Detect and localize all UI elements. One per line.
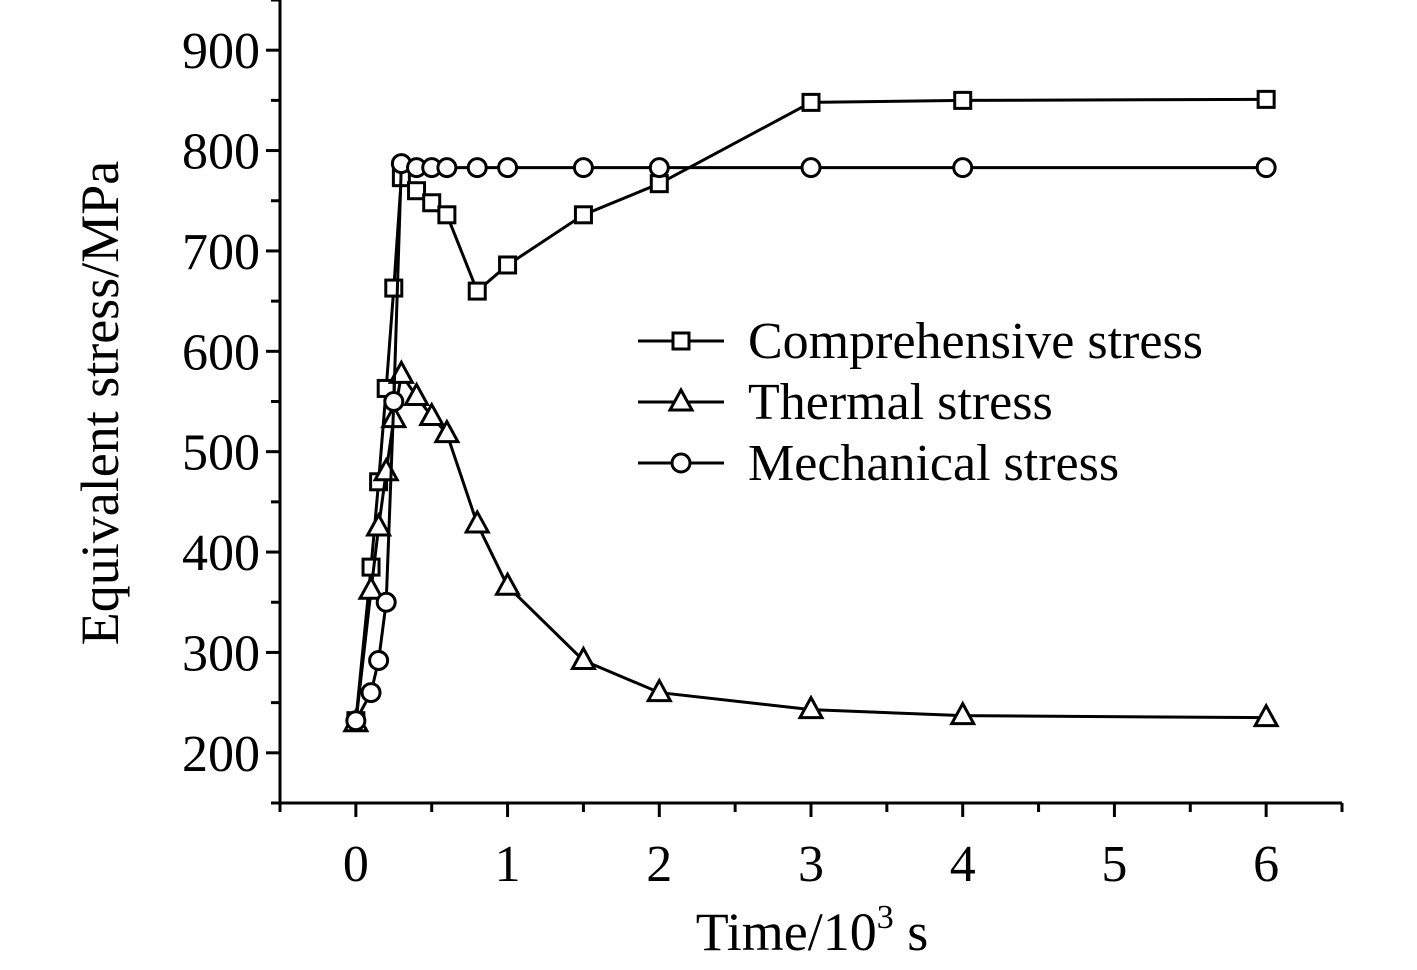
y-tick-label: 800 [182,124,260,181]
y-tick-label: 700 [182,224,260,281]
data-point-triangle [433,418,461,444]
x-tick-label: 2 [646,836,672,893]
data-point-triangle [463,508,491,534]
data-point-square [467,281,487,301]
data-point-circle [497,157,519,179]
data-point-triangle [357,575,385,600]
series-circle [345,153,1277,732]
data-point-square [498,255,518,275]
data-point-circle [368,649,390,671]
y-tick-label: 900 [182,23,260,80]
y-tick-label: 300 [182,625,260,682]
legend-item: Mechanical stress [638,435,1119,492]
x-tick-label: 0 [343,836,369,893]
data-point-circle [466,157,488,179]
x-tick-label: 6 [1253,836,1279,893]
data-point-triangle [1252,702,1280,728]
x-tick-label: 5 [1101,836,1127,893]
data-point-circle [360,682,382,704]
data-point-square [437,205,457,225]
x-axis-title-superscript: 3 [877,899,894,936]
data-point-square [384,278,404,298]
data-point-circle [436,157,458,179]
data-point-triangle [645,677,673,703]
y-tick-label: 500 [182,425,260,482]
x-tick-label: 1 [495,836,521,893]
data-point-square [361,557,381,577]
data-point-circle [648,157,670,179]
legend-marker-circle [670,452,692,474]
x-tick-label: 3 [798,836,824,893]
data-point-triangle [569,645,597,670]
series-layer [342,89,1280,733]
legend-marker-triangle [667,386,695,412]
axes: 0 1 2 3 4 5 6 200 300 400 500 600 700 800 900 [182,0,1344,893]
data-point-square [1256,89,1276,109]
data-point-square [801,92,821,112]
data-point-circle [1255,157,1277,179]
y-tick-label: 600 [182,324,260,381]
data-point-circle [383,391,405,412]
data-point-triangle [403,381,431,406]
data-point-square [407,181,427,201]
data-point-triangle [365,511,393,537]
x-axis-title-main: Time/10 [696,902,877,962]
data-point-circle [800,157,822,179]
legend-label: Thermal stress [748,374,1053,431]
y-tick-label: 200 [182,726,260,783]
data-point-circle [375,591,397,613]
data-point-triangle [949,700,977,726]
y-tick-label: 400 [182,525,260,582]
data-point-square [422,193,442,213]
y-axis-title: Equivalent stress/MPa [70,161,130,645]
data-point-square [573,205,593,225]
data-point-triangle [797,694,825,720]
legend-item: Thermal stress [638,374,1053,431]
x-tick-label: 4 [950,836,976,893]
legend-label: Comprehensive stress [748,313,1203,370]
data-point-triangle [418,401,446,427]
data-point-circle [345,710,367,732]
legend-item: Comprehensive stress [638,313,1203,370]
data-point-circle [952,157,974,179]
x-axis-title-unit: s [894,902,929,962]
legend-label: Mechanical stress [748,435,1119,492]
data-point-square [953,90,973,110]
data-point-circle [572,157,594,179]
x-axis-title: Time/103 s [696,899,929,962]
series-square [346,89,1276,731]
legend-marker-square [671,331,691,351]
data-point-triangle [494,571,522,596]
